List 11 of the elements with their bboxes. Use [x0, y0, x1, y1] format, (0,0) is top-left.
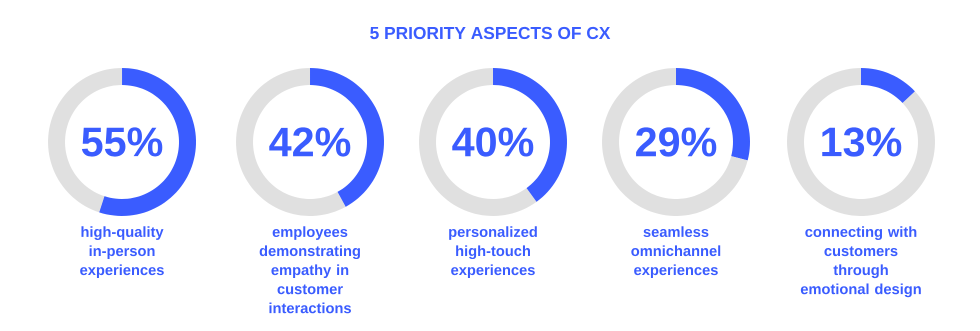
text: high-quality in-person experiences: [80, 226, 164, 278]
text: 55%: [82, 127, 162, 157]
text: seamless omnichannel experiences: [631, 226, 720, 278]
text: personalized high-touch experiences: [449, 226, 537, 278]
text: employees demonstrating empathy in customer interactions: [260, 226, 360, 314]
text: 29%: [636, 127, 716, 157]
chart-title: 5 PRIORITY ASPECTS OF CX: [370, 26, 610, 40]
text: 42%: [269, 127, 350, 157]
text: 13%: [822, 127, 902, 157]
text: connecting with customers through emotional design: [800, 226, 921, 298]
text: 40%: [452, 127, 534, 157]
